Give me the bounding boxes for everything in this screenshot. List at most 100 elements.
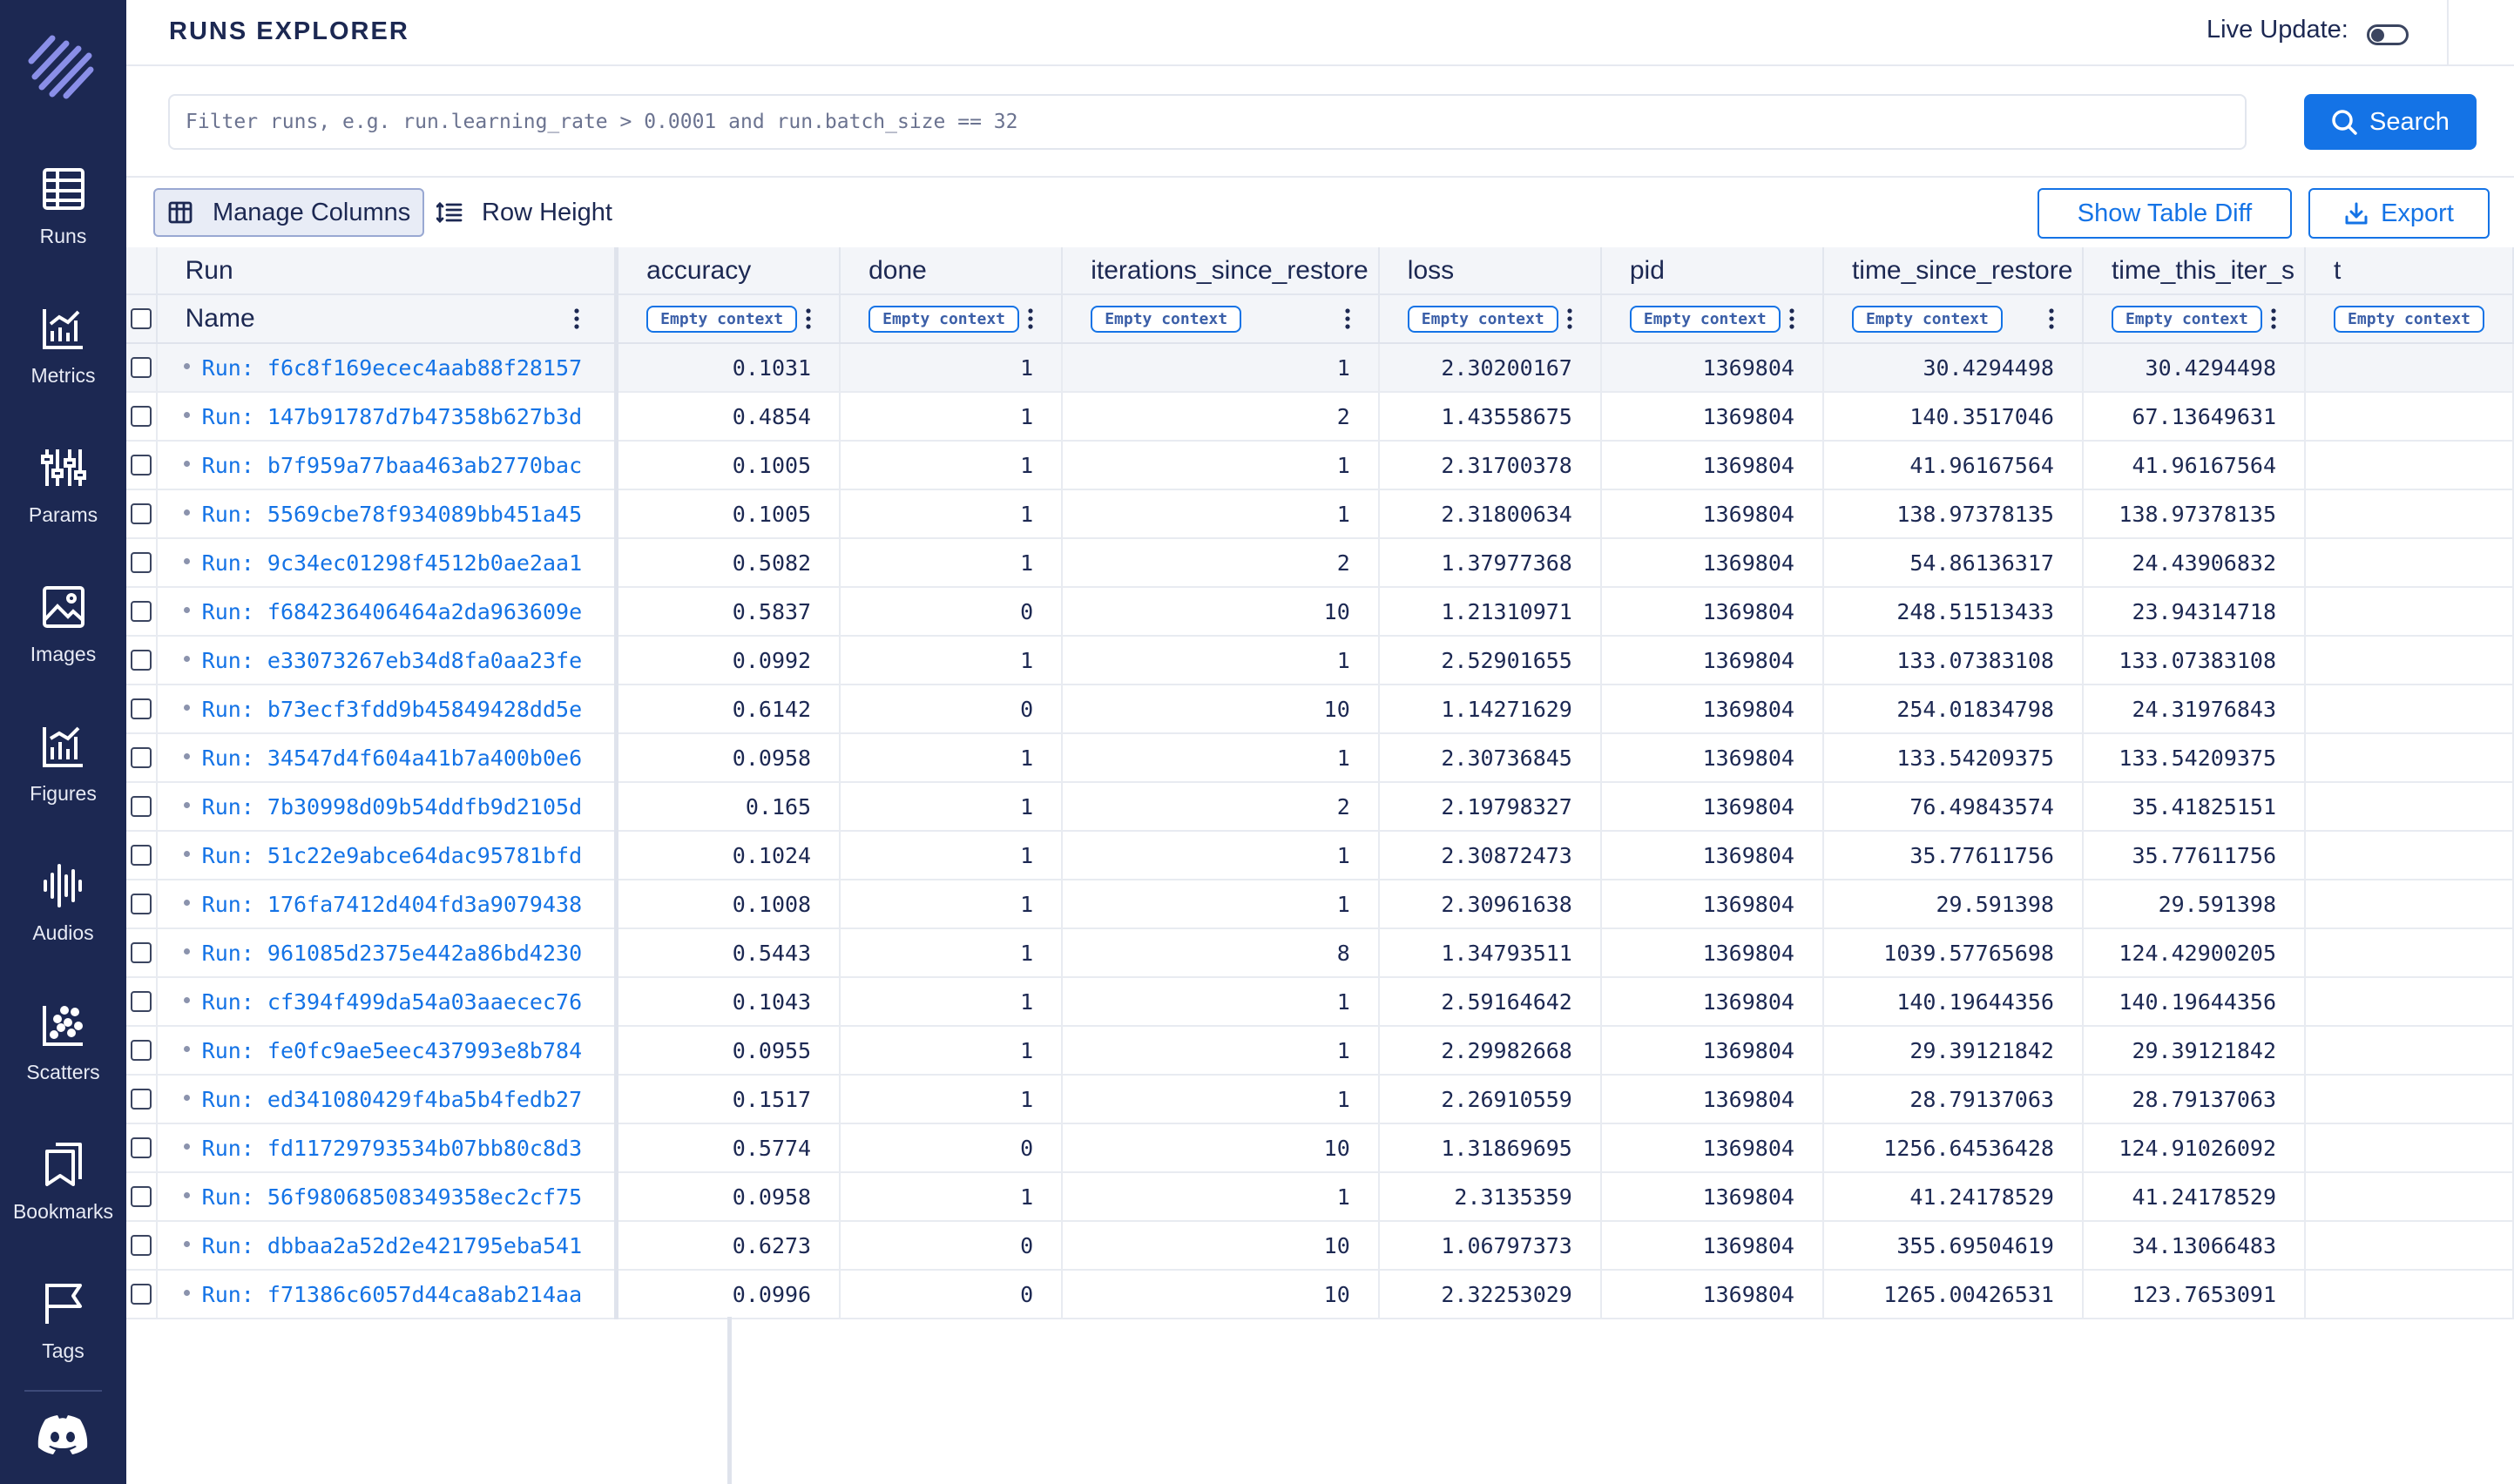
table-row[interactable]: Run: fe0fc9ae5eec437993e8b784 0.0955 1 1 2.2… bbox=[126, 1026, 2514, 1076]
table-row[interactable]: Run: 5569cbe78f934089bb451a45 0.1005 1 1 2.3… bbox=[126, 489, 2514, 539]
search-input[interactable] bbox=[168, 94, 2247, 150]
column-menu-icon[interactable] bbox=[2049, 307, 2054, 330]
sidebar-item-tags[interactable]: Tags bbox=[0, 1280, 126, 1411]
run-link[interactable]: Run: f71386c6057d44ca8ab214aa bbox=[201, 1281, 583, 1307]
table-row[interactable]: Run: fd11729793534b07bb80c8d3 0.5774 0 10 1.… bbox=[126, 1123, 2514, 1173]
column-header-time-this-iter-s[interactable]: time_this_iter_s bbox=[2082, 247, 2307, 295]
aim-logo[interactable] bbox=[26, 31, 96, 101]
show-table-diff-button[interactable]: Show Table Diff bbox=[2038, 188, 2292, 239]
sidebar-item-scatters[interactable]: Scatters bbox=[0, 1002, 126, 1132]
column-header-done[interactable]: done bbox=[840, 247, 1064, 295]
run-link[interactable]: Run: 34547d4f604a41b7a400b0e6 bbox=[201, 745, 583, 771]
column-menu-icon[interactable] bbox=[1567, 307, 1572, 330]
column-header-loss[interactable]: loss bbox=[1378, 247, 1602, 295]
run-link[interactable]: Run: b73ecf3fdd9b45849428dd5e bbox=[201, 696, 583, 722]
run-link[interactable]: Run: f6c8f169ecec4aab88f28157 bbox=[201, 354, 583, 381]
row-checkbox[interactable] bbox=[130, 942, 152, 963]
context-badge[interactable]: Empty context bbox=[2111, 305, 2262, 333]
row-checkbox[interactable] bbox=[130, 503, 152, 524]
table-row[interactable]: Run: ed341080429f4ba5b4fedb27 0.1517 1 1 2.2… bbox=[126, 1075, 2514, 1124]
run-link[interactable]: Run: f684236406464a2da963609e bbox=[201, 598, 583, 624]
row-checkbox[interactable] bbox=[130, 357, 152, 378]
run-link[interactable]: Run: dbbaa2a52d2e421795eba541 bbox=[201, 1232, 583, 1258]
table-row[interactable]: Run: f684236406464a2da963609e 0.5837 0 10 1.… bbox=[126, 587, 2514, 637]
column-menu-icon[interactable] bbox=[574, 307, 579, 330]
sidebar-item-bookmarks[interactable]: Bookmarks bbox=[0, 1141, 126, 1272]
row-checkbox[interactable] bbox=[130, 1089, 152, 1110]
table-row[interactable]: Run: cf394f499da54a03aaecec76 0.1043 1 1 2.5… bbox=[126, 977, 2514, 1027]
context-badge[interactable]: Empty context bbox=[868, 305, 1019, 333]
row-checkbox[interactable] bbox=[130, 1235, 152, 1256]
row-checkbox[interactable] bbox=[130, 698, 152, 719]
run-link[interactable]: Run: 147b91787d7b47358b627b3d bbox=[201, 403, 583, 429]
run-link[interactable]: Run: 56f98068508349358ec2cf75 bbox=[201, 1184, 583, 1210]
live-update-toggle[interactable] bbox=[2367, 24, 2409, 45]
column-menu-icon[interactable] bbox=[1789, 307, 1794, 330]
sidebar-item-images[interactable]: Images bbox=[0, 583, 126, 714]
row-checkbox[interactable] bbox=[130, 552, 152, 573]
row-checkbox[interactable] bbox=[130, 1186, 152, 1207]
table-row[interactable]: Run: 34547d4f604a41b7a400b0e6 0.0958 1 1 2.3… bbox=[126, 733, 2514, 783]
sidebar-item-runs[interactable]: Runs bbox=[0, 165, 126, 296]
row-checkbox[interactable] bbox=[130, 1137, 152, 1158]
table-row[interactable]: Run: dbbaa2a52d2e421795eba541 0.6273 0 10 1.… bbox=[126, 1221, 2514, 1271]
table-row[interactable]: Run: 56f98068508349358ec2cf75 0.0958 1 1 2.3… bbox=[126, 1172, 2514, 1222]
row-checkbox[interactable] bbox=[130, 650, 152, 671]
table-row[interactable]: Run: 176fa7412d404fd3a9079438 0.1008 1 1 2.3… bbox=[126, 880, 2514, 929]
discord-icon[interactable] bbox=[37, 1413, 89, 1456]
context-badge[interactable]: Empty context bbox=[2334, 305, 2484, 333]
column-header-iterations-since-restore[interactable]: iterations_since_restore bbox=[1062, 247, 1380, 295]
row-checkbox[interactable] bbox=[130, 455, 152, 476]
table-row[interactable]: Run: b73ecf3fdd9b45849428dd5e 0.6142 0 10 1.… bbox=[126, 685, 2514, 734]
row-checkbox[interactable] bbox=[130, 406, 152, 427]
column-header-time-since-restore[interactable]: time_since_restore bbox=[1822, 247, 2084, 295]
run-link[interactable]: Run: 51c22e9abce64dac95781bfd bbox=[201, 842, 583, 868]
sidebar-item-figures[interactable]: Figures bbox=[0, 723, 126, 853]
row-checkbox[interactable] bbox=[130, 845, 152, 866]
table-row[interactable]: Run: f6c8f169ecec4aab88f28157 0.1031 1 1 2.3… bbox=[126, 343, 2514, 393]
search-button[interactable]: Search bbox=[2304, 94, 2477, 150]
table-row[interactable]: Run: 147b91787d7b47358b627b3d 0.4854 1 2 1.4… bbox=[126, 392, 2514, 442]
run-link[interactable]: Run: cf394f499da54a03aaecec76 bbox=[201, 988, 583, 1015]
run-link[interactable]: Run: 961085d2375e442a86bd4230 bbox=[201, 940, 583, 966]
run-link[interactable]: Run: fd11729793534b07bb80c8d3 bbox=[201, 1135, 583, 1161]
context-badge[interactable]: Empty context bbox=[1091, 305, 1242, 333]
row-height-button[interactable]: Row Height bbox=[424, 188, 625, 237]
column-menu-icon[interactable] bbox=[2271, 307, 2276, 330]
select-all-checkbox[interactable] bbox=[130, 308, 152, 329]
table-row[interactable]: Run: b7f959a77baa463ab2770bac 0.1005 1 1 2.3… bbox=[126, 441, 2514, 490]
run-link[interactable]: Run: fe0fc9ae5eec437993e8b784 bbox=[201, 1037, 583, 1063]
table-row[interactable]: Run: 961085d2375e442a86bd4230 0.5443 1 8 1.3… bbox=[126, 928, 2514, 978]
table-row[interactable]: Run: e33073267eb34d8fa0aa23fe 0.0992 1 1 2.5… bbox=[126, 636, 2514, 685]
run-link[interactable]: Run: e33073267eb34d8fa0aa23fe bbox=[201, 647, 583, 673]
sidebar-item-audios[interactable]: Audios bbox=[0, 862, 126, 993]
table-row[interactable]: Run: 9c34ec01298f4512b0ae2aa1 0.5082 1 2 1.3… bbox=[126, 538, 2514, 588]
table-row[interactable]: Run: 7b30998d09b54ddfb9d2105d 0.165 1 2 2.19… bbox=[126, 782, 2514, 832]
run-link[interactable]: Run: 5569cbe78f934089bb451a45 bbox=[201, 501, 583, 527]
export-button[interactable]: Export bbox=[2308, 188, 2490, 239]
row-checkbox[interactable] bbox=[130, 796, 152, 817]
table-row[interactable]: Run: 51c22e9abce64dac95781bfd 0.1024 1 1 2.3… bbox=[126, 831, 2514, 880]
run-link[interactable]: Run: 9c34ec01298f4512b0ae2aa1 bbox=[201, 550, 583, 576]
run-link[interactable]: Run: ed341080429f4ba5b4fedb27 bbox=[201, 1086, 583, 1112]
table-row[interactable]: Run: f71386c6057d44ca8ab214aa 0.0996 0 10 2.… bbox=[126, 1270, 2514, 1319]
sidebar-item-params[interactable]: Params bbox=[0, 444, 126, 575]
manage-columns-button[interactable]: Manage Columns bbox=[153, 188, 425, 237]
column-menu-icon[interactable] bbox=[1345, 307, 1350, 330]
sidebar-item-metrics[interactable]: Metrics bbox=[0, 305, 126, 435]
run-link[interactable]: Run: 7b30998d09b54ddfb9d2105d bbox=[201, 793, 583, 820]
row-checkbox[interactable] bbox=[130, 1040, 152, 1061]
row-checkbox[interactable] bbox=[130, 747, 152, 768]
row-checkbox[interactable] bbox=[130, 894, 152, 914]
context-badge[interactable]: Empty context bbox=[1851, 305, 2003, 333]
run-link[interactable]: Run: b7f959a77baa463ab2770bac bbox=[201, 452, 583, 478]
context-badge[interactable]: Empty context bbox=[1629, 305, 1781, 333]
column-menu-icon[interactable] bbox=[806, 307, 811, 330]
row-checkbox[interactable] bbox=[130, 991, 152, 1012]
column-header-accuracy[interactable]: accuracy bbox=[616, 247, 841, 295]
run-link[interactable]: Run: 176fa7412d404fd3a9079438 bbox=[201, 891, 583, 917]
column-menu-icon[interactable] bbox=[1028, 307, 1033, 330]
row-checkbox[interactable] bbox=[130, 601, 152, 622]
row-checkbox[interactable] bbox=[130, 1284, 152, 1305]
context-badge[interactable]: Empty context bbox=[1407, 305, 1558, 333]
